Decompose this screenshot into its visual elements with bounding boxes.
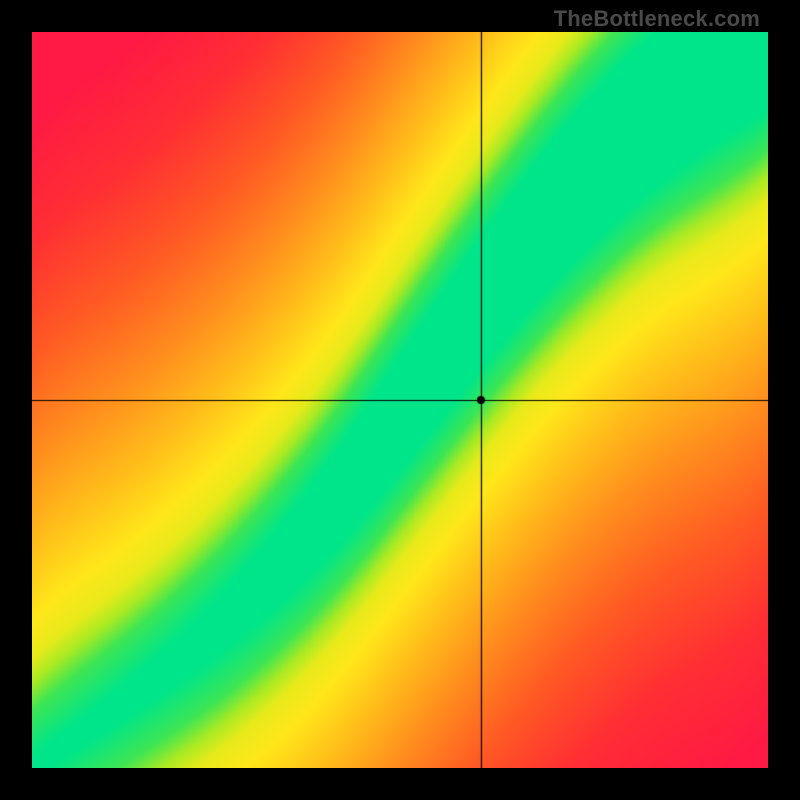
watermark-text: TheBottleneck.com: [554, 6, 760, 32]
bottleneck-heatmap: [32, 32, 768, 768]
figure-root: { "figure": { "canvas_size": 800, "outer…: [0, 0, 800, 800]
